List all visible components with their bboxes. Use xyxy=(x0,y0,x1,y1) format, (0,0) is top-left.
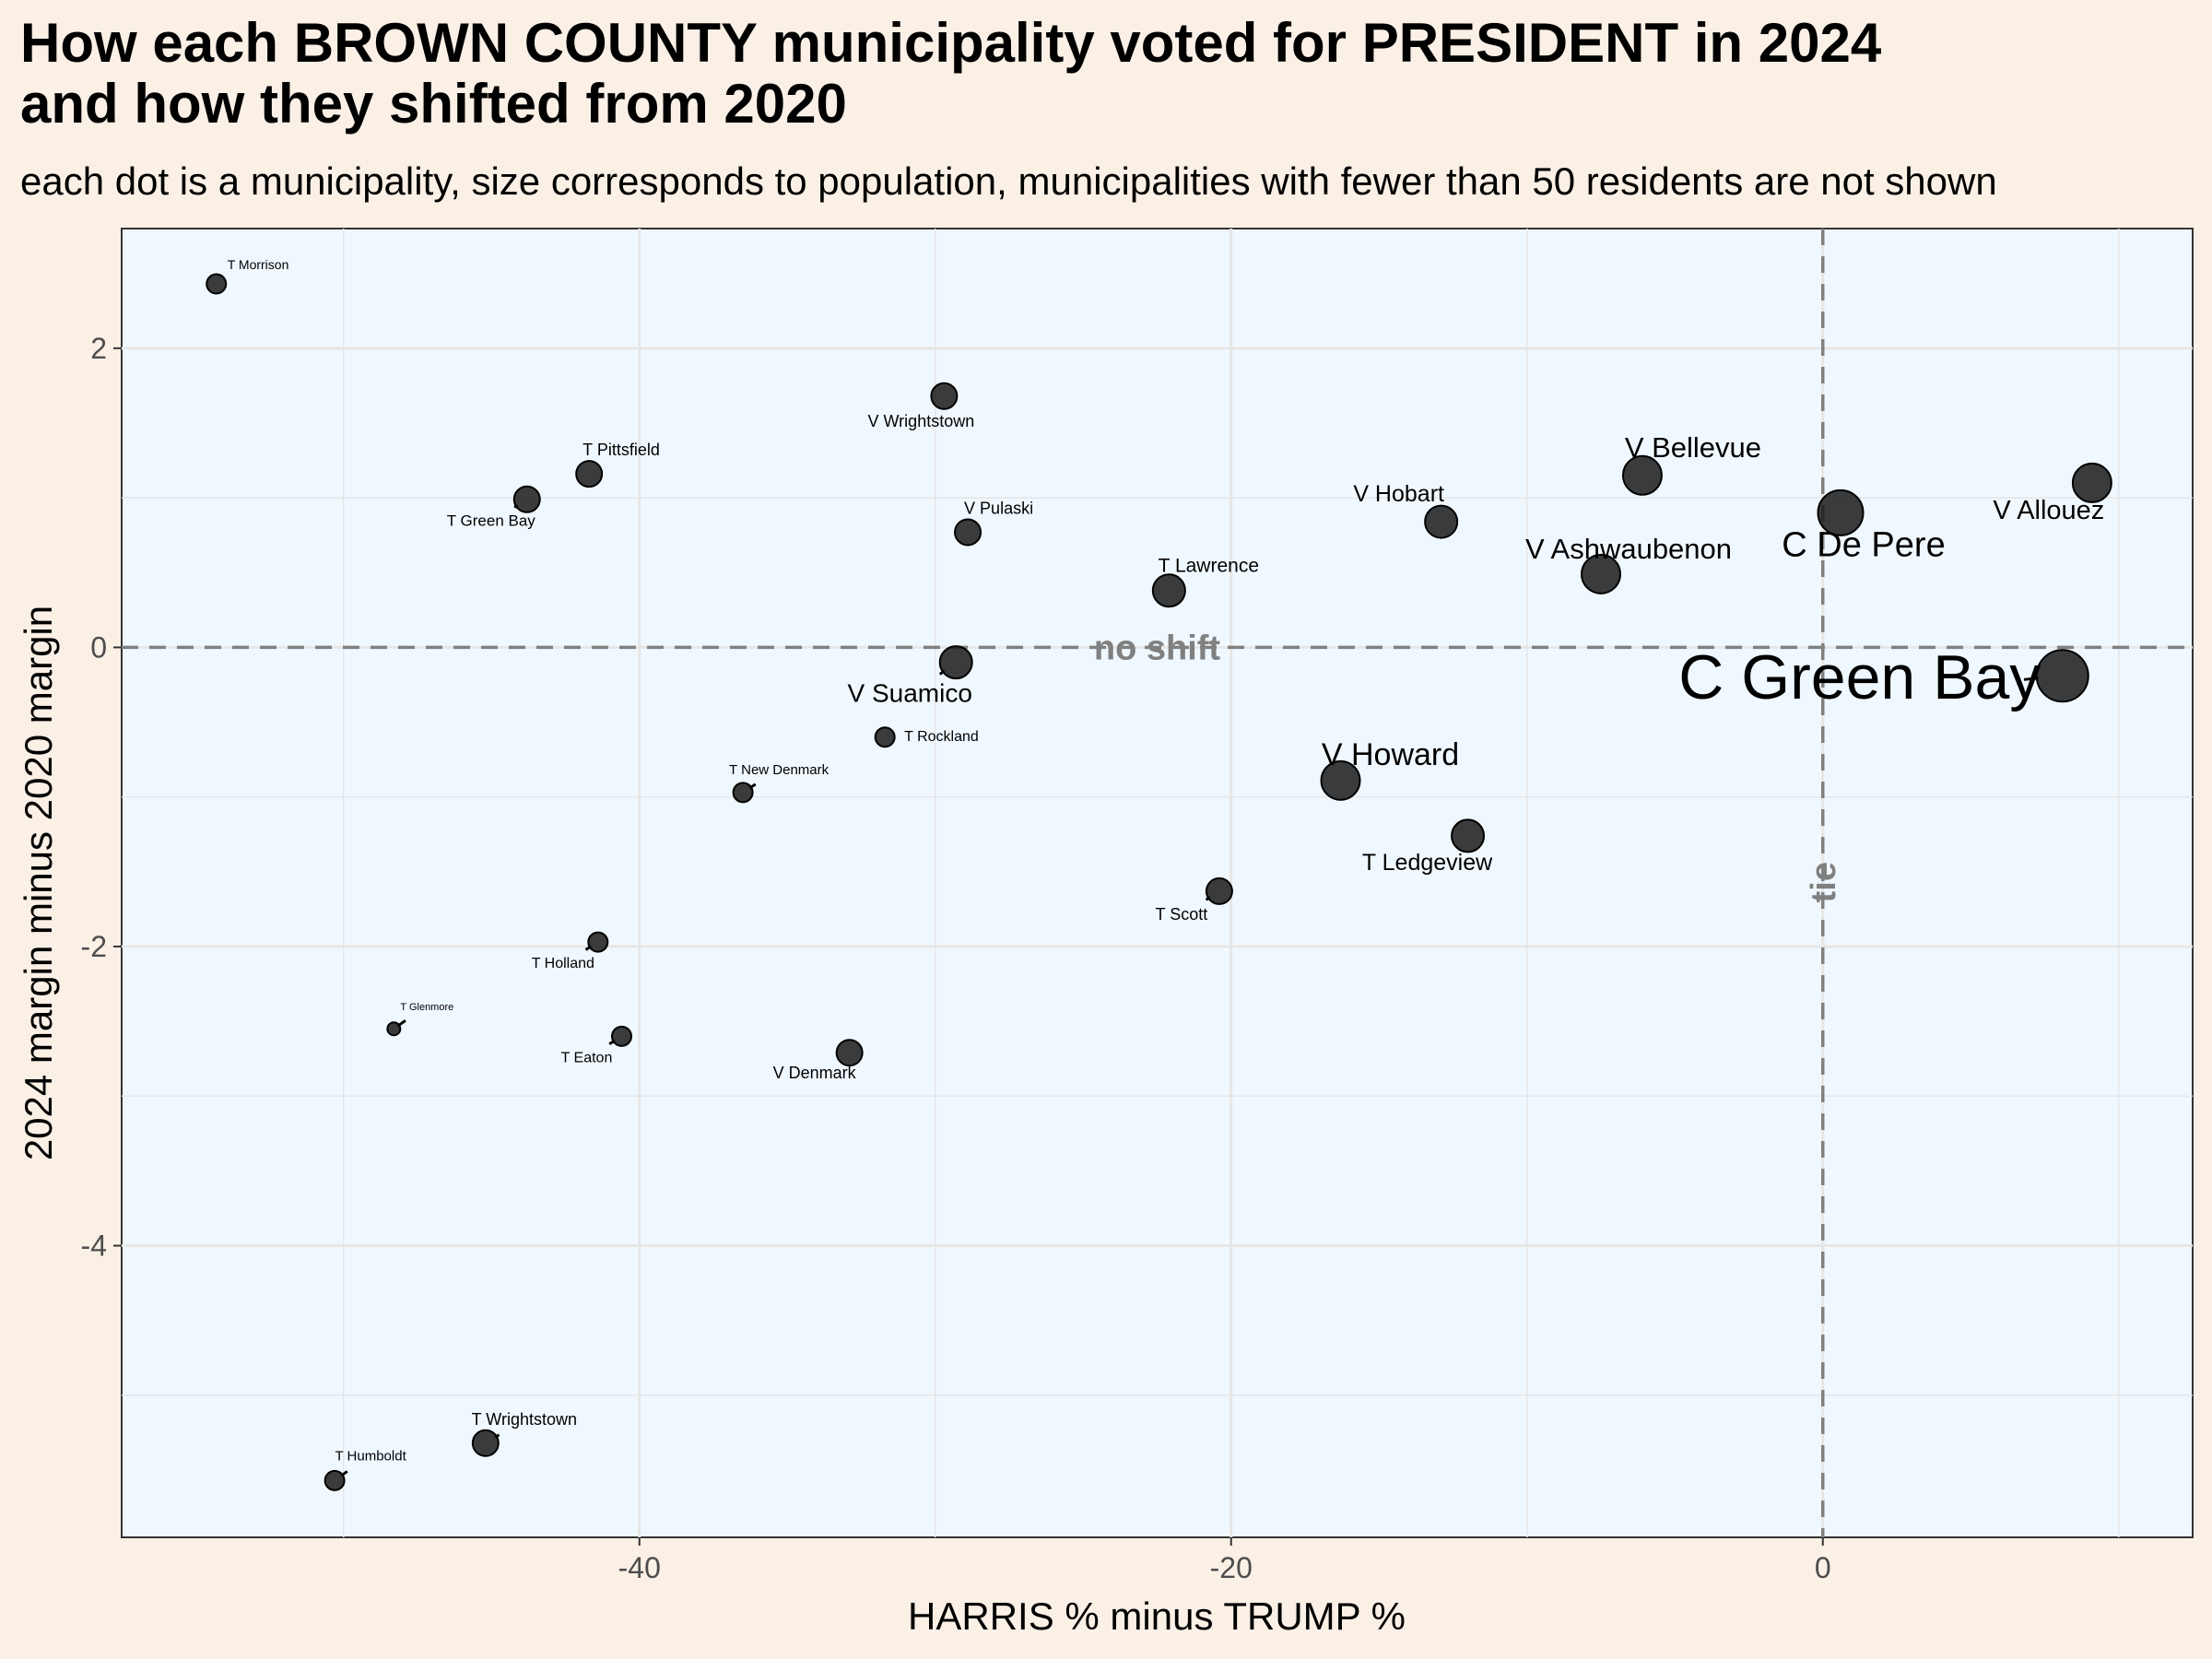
point-c-green-bay xyxy=(2035,649,2089,703)
x-tick-label: 0 xyxy=(1815,1551,1831,1584)
point-t-eaton xyxy=(610,1025,632,1047)
tie-label: tie xyxy=(1805,862,1843,902)
point-t-scott xyxy=(1205,877,1233,905)
point-t-ledgeview xyxy=(1451,818,1486,853)
y-axis-label: 2024 margin minus 2020 margin xyxy=(17,606,60,1160)
label-t-humboldt: T Humboldt xyxy=(335,1448,406,1464)
label-t-lawrence: T Lawrence xyxy=(1159,556,1259,577)
point-v-hobart xyxy=(1424,504,1459,539)
label-t-morrison: T Morrison xyxy=(228,257,289,272)
label-t-wrightstown: T Wrightstown xyxy=(472,1410,577,1429)
label-t-pittsfield: T Pittsfield xyxy=(582,441,660,459)
x-axis-label: HARRIS % minus TRUMP % xyxy=(908,1594,1406,1638)
y-tick-label: -4 xyxy=(81,1230,107,1263)
label-c-de-pere: C De Pere xyxy=(1782,525,1945,564)
chart-title: How each BROWN COUNTY municipality voted… xyxy=(20,13,2195,135)
y-tick-label: 2 xyxy=(90,332,107,365)
label-t-scott: T Scott xyxy=(1156,905,1208,924)
point-t-wrightstown xyxy=(471,1429,500,1457)
point-t-green-bay xyxy=(512,485,541,513)
reference-lines: no shift tie xyxy=(122,229,2193,1537)
y-tick-label: 0 xyxy=(90,630,107,664)
point-v-allouez xyxy=(2071,462,2112,503)
label-v-pulaski: V Pulaski xyxy=(964,499,1033,517)
chart-subtitle: each dot is a municipality, size corresp… xyxy=(20,159,1997,203)
point-t-holland xyxy=(587,931,609,953)
label-t-ledgeview: T Ledgeview xyxy=(1362,850,1493,876)
point-t-morrison xyxy=(206,273,228,295)
data-points: C Green Bay C De Pere V Bellevue V Ashwaube… xyxy=(206,257,2112,1491)
point-t-humboldt xyxy=(324,1469,346,1491)
x-tick-label: -40 xyxy=(618,1551,661,1584)
label-t-glenmore: T Glenmore xyxy=(400,1002,453,1013)
point-c-de-pere xyxy=(1817,488,1865,536)
point-t-new-denmark xyxy=(732,782,754,804)
label-t-eaton: T Eaton xyxy=(561,1050,613,1065)
label-v-howard: V Howard xyxy=(1322,737,1459,772)
point-v-bellevue xyxy=(1621,454,1663,496)
point-t-glenmore xyxy=(386,1021,402,1037)
point-v-pulaski xyxy=(954,518,982,547)
chart-title-line1: How each BROWN COUNTY municipality voted… xyxy=(20,12,1882,74)
point-v-wrightstown xyxy=(930,382,959,410)
point-v-suamico xyxy=(938,645,973,680)
label-t-new-denmark: T New Denmark xyxy=(729,762,830,778)
label-v-bellevue: V Bellevue xyxy=(1625,431,1761,464)
label-t-green-bay: T Green Bay xyxy=(447,512,536,530)
no-shift-label: no shift xyxy=(1094,629,1221,667)
y-tick-label: -2 xyxy=(81,930,107,963)
point-t-pittsfield xyxy=(575,460,604,488)
axes: -40 -20 0 2 0 -2 -4 xyxy=(81,332,1831,1584)
point-v-howard xyxy=(1320,759,1361,801)
label-t-holland: T Holland xyxy=(532,956,594,971)
label-v-denmark: V Denmark xyxy=(773,1064,857,1082)
x-tick-label: -20 xyxy=(1210,1551,1253,1584)
point-v-ashwaubenon xyxy=(1581,553,1621,594)
plot-panel xyxy=(121,228,2194,1538)
point-t-rockland xyxy=(874,726,896,748)
label-v-ashwaubenon: V Ashwaubenon xyxy=(1525,533,1732,565)
label-v-suamico: V Suamico xyxy=(848,679,972,708)
label-v-wrightstown: V Wrightstown xyxy=(868,412,975,430)
label-c-green-bay: C Green Bay xyxy=(1678,642,2041,712)
point-t-lawrence xyxy=(1151,573,1186,608)
point-v-denmark xyxy=(835,1039,864,1067)
label-t-rockland: T Rockland xyxy=(904,729,979,745)
chart-title-line2: and how they shifted from 2020 xyxy=(20,73,847,135)
label-v-hobart: V Hobart xyxy=(1353,481,1444,507)
label-v-allouez: V Allouez xyxy=(1993,496,2104,525)
